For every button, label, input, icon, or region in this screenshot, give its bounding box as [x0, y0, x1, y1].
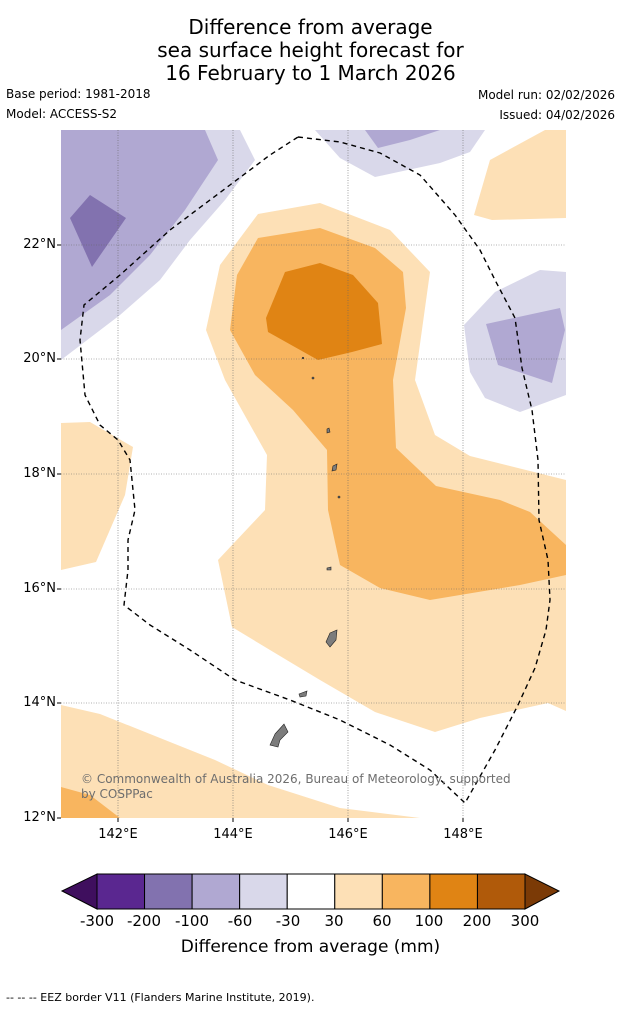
colorbar-tick: -100: [174, 912, 210, 930]
colorbar-segments: [96, 873, 526, 910]
colorbar-min-arrow: [60, 873, 98, 910]
colorbar-segment: [239, 873, 288, 910]
colorbar-tick: -30: [275, 912, 301, 930]
map-area: [61, 130, 566, 818]
colorbar-segment: [144, 873, 193, 910]
colorbar: [60, 873, 561, 910]
negative-region-north-core: [365, 130, 440, 148]
title-line-3: 16 February to 1 March 2026: [165, 61, 456, 85]
positive-region-central-peak: [266, 263, 382, 360]
colorbar-segment: [381, 873, 431, 910]
lat-label: 16°N: [23, 581, 56, 596]
lon-label: 148°E: [443, 827, 483, 842]
eez-border: [79, 136, 551, 805]
lon-label: 146°E: [328, 827, 368, 842]
negative-region-northwest-core: [61, 130, 218, 330]
negative-region-north: [315, 130, 485, 177]
lat-label: 20°N: [23, 351, 56, 366]
guam-island: [269, 723, 289, 748]
colorbar-tick: 200: [462, 912, 492, 930]
lat-label: 12°N: [23, 810, 56, 825]
positive-region-northeast: [474, 130, 566, 220]
lat-label: 18°N: [23, 466, 56, 481]
colorbar-segment: [96, 873, 146, 910]
base-period: Base period: 1981-2018: [6, 87, 151, 101]
small-island: [337, 495, 341, 499]
colorbar-segment: [191, 873, 241, 910]
positive-region-southwest-core: [61, 787, 120, 818]
copyright-credit: © Commonwealth of Australia 2026, Bureau…: [81, 772, 521, 802]
lon-label: 144°E: [213, 827, 253, 842]
colorbar-tick: -300: [79, 912, 115, 930]
negative-region-northwest-peak: [70, 195, 126, 267]
rota-island: [298, 690, 308, 698]
small-island: [326, 427, 331, 434]
lon-label: 142°E: [98, 827, 138, 842]
saipan-island: [325, 629, 338, 648]
issued-date: Issued: 04/02/2026: [499, 108, 615, 122]
model-run: Model run: 02/02/2026: [477, 88, 615, 102]
colorbar-tick: 30: [324, 912, 344, 930]
small-island: [331, 463, 338, 472]
lat-label: 22°N: [23, 237, 56, 252]
colorbar-tick: 100: [414, 912, 444, 930]
colorbar-segment: [334, 873, 383, 910]
lat-label: 14°N: [23, 695, 56, 710]
small-island: [311, 376, 315, 380]
colorbar-segment: [429, 873, 478, 910]
colorbar-tick: 60: [372, 912, 392, 930]
small-island: [301, 356, 305, 360]
small-island: [326, 566, 332, 571]
credit-line-1: © Commonwealth of Australia 2026, Bureau…: [81, 772, 511, 786]
negative-region-east-core: [486, 308, 565, 383]
map-grid: [61, 130, 566, 818]
colorbar-tick: 300: [510, 912, 540, 930]
positive-region-southwest: [61, 705, 420, 818]
mariana-islands: [269, 356, 341, 748]
colorbar-max-arrow: [524, 873, 561, 910]
positive-region-west: [61, 422, 133, 570]
credit-line-2: by COSPPac: [81, 787, 153, 801]
title-line-1: Difference from average: [188, 15, 433, 39]
eez-legend: -- -- -- EEZ border V11 (Flanders Marine…: [6, 991, 315, 1004]
colorbar-segment: [476, 873, 526, 910]
colorbar-tick: -60: [227, 912, 253, 930]
colorbar-title: Difference from average (mm): [180, 937, 441, 957]
title-line-2: sea surface height forecast for: [157, 38, 464, 62]
colorbar-tick: -200: [126, 912, 162, 930]
colorbar-segment: [286, 873, 336, 910]
model-name: Model: ACCESS-S2: [6, 107, 118, 121]
axis-ticks: [57, 244, 464, 822]
